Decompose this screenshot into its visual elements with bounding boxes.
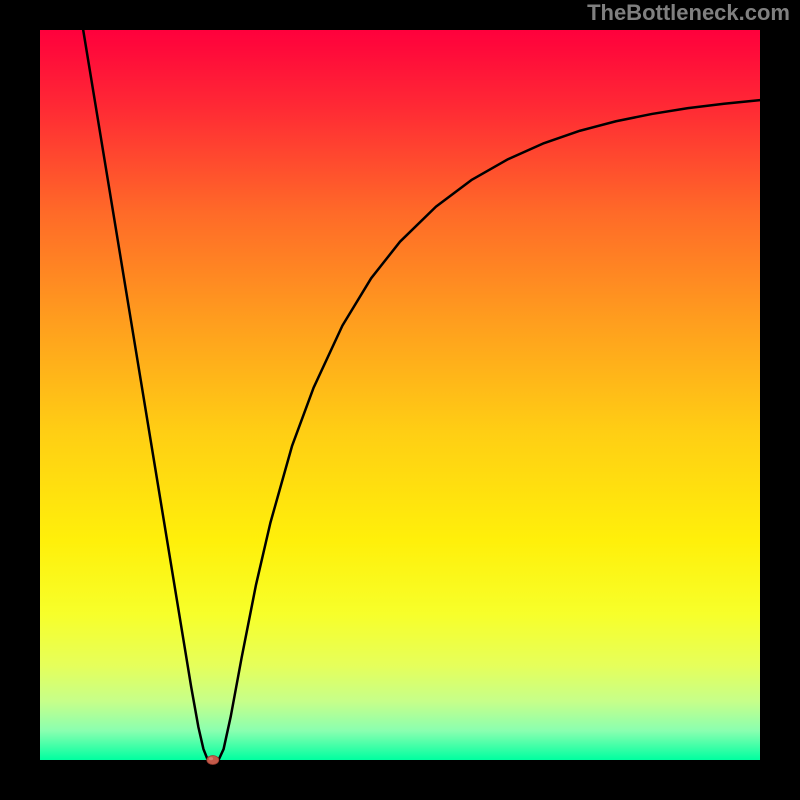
optimal-point-marker: [207, 756, 219, 765]
chart-container: { "watermark": { "text": "TheBottleneck.…: [0, 0, 800, 800]
bottleneck-chart: [0, 0, 800, 800]
plot-background: [40, 30, 760, 760]
watermark-text: TheBottleneck.com: [587, 0, 790, 26]
